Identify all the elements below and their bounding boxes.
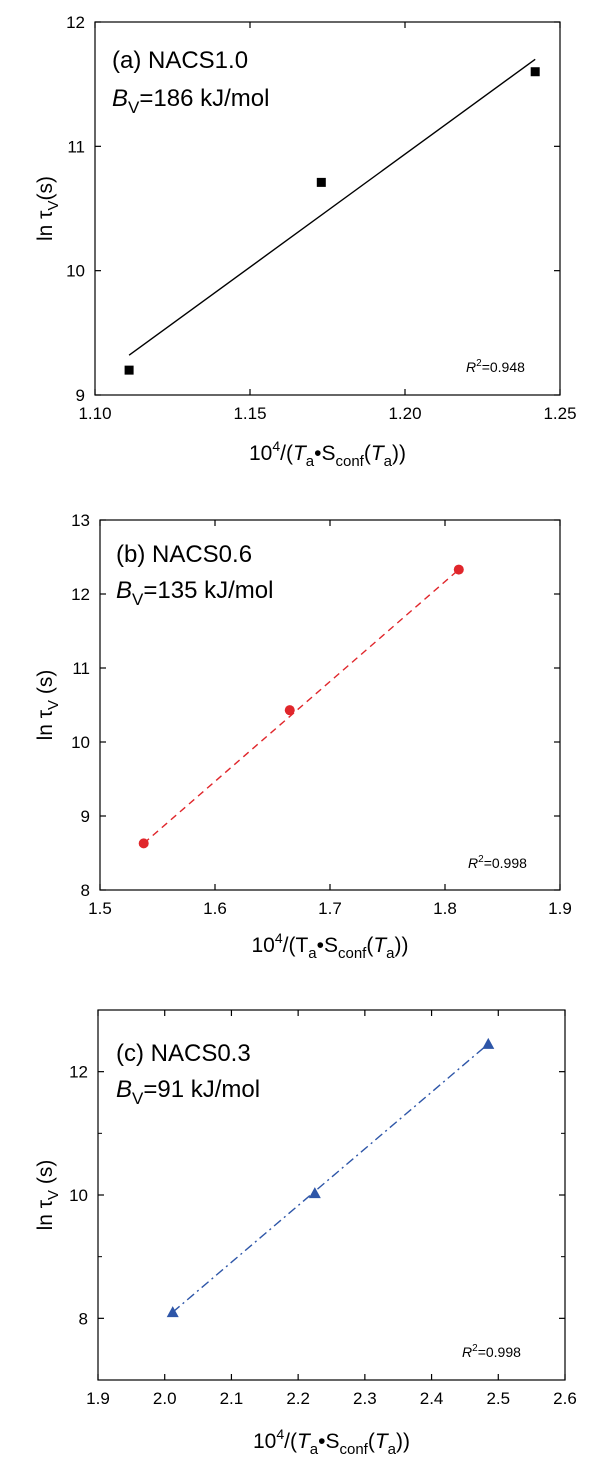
data-point [316, 177, 326, 187]
activation-energy-label: BV=186 kJ/mol [112, 85, 269, 117]
data-point [482, 1037, 495, 1049]
y-tick-label: 11 [67, 137, 85, 156]
y-tick-label: 10 [71, 733, 90, 752]
data-point [308, 1187, 321, 1199]
x-tick-label: 1.6 [203, 899, 227, 918]
y-tick-label: 9 [81, 807, 90, 826]
chart-panel-1: 1.5 1.6 1.7 1.8 1.9 8 9 10 11 12 13 (b) NACS0.6 BV=1… [34, 511, 572, 962]
data-point [453, 564, 464, 575]
r-squared-label: R2=0.998 [468, 854, 527, 871]
x-tick-label: 2.6 [553, 1389, 577, 1408]
x-tick-label: 2.0 [153, 1389, 177, 1408]
x-tick-label: 1.5 [88, 899, 112, 918]
panel-label: (a) NACS1.0 [112, 47, 248, 74]
data-point [138, 838, 149, 849]
plot-frame [94, 21, 561, 396]
x-tick-label: 1.9 [548, 899, 572, 918]
y-tick-label: 10 [69, 1186, 88, 1205]
r-squared-label: R2=0.998 [462, 1343, 521, 1360]
y-axis-label: ln τV (s) [34, 670, 62, 741]
x-tick-label: 1.15 [233, 404, 266, 423]
x-tick-label: 2.1 [220, 1389, 244, 1408]
y-tick-label: 9 [76, 386, 85, 405]
plot-frame [99, 519, 561, 891]
x-tick-label: 2.2 [286, 1389, 310, 1408]
y-tick-label: 8 [81, 881, 90, 900]
chart-panel-2: 1.9 2.0 2.1 2.2 2.3 2.4 2.5 2.6 8 10 12 (c) NACS0.3… [34, 1009, 577, 1458]
x-tick-label: 2.4 [420, 1389, 444, 1408]
y-tick-label: 11 [72, 659, 90, 678]
x-tick-label: 2.3 [353, 1389, 377, 1408]
fit-line [143, 569, 460, 844]
x-axis-label: 104/(Ta•Sconf(Ta)) [249, 438, 406, 470]
x-axis-label: 104/(Ta•Sconf(Ta)) [253, 1426, 410, 1458]
x-tick-label: 2.5 [486, 1389, 510, 1408]
r-squared-label: R2=0.948 [466, 358, 525, 375]
x-tick-label: 1.7 [318, 899, 342, 918]
x-tick-label: 1.9 [86, 1389, 110, 1408]
data-point [124, 365, 134, 375]
y-tick-label: 12 [71, 585, 90, 604]
y-axis-label: ln τV (s) [34, 1160, 62, 1231]
y-tick-label: 12 [69, 1063, 88, 1082]
y-tick-label: 12 [66, 13, 85, 32]
data-point [166, 1306, 179, 1318]
chart-panel-0: 1.10 1.15 1.20 1.25 9 10 11 12 (a) NACS1.0 BV=186… [34, 13, 577, 470]
y-axis-label: ln τV(s) [34, 176, 62, 241]
y-tick-label: 8 [79, 1309, 88, 1328]
data-point [530, 67, 540, 77]
x-tick-label: 1.20 [388, 404, 421, 423]
x-axis-label: 104/(Ta•Sconf(Ta)) [251, 930, 408, 962]
fit-line [128, 58, 536, 356]
data-point [284, 705, 295, 716]
panel-label: (c) NACS0.3 [116, 1040, 251, 1067]
activation-energy-label: BV=135 kJ/mol [116, 577, 273, 609]
x-tick-label: 1.10 [78, 404, 111, 423]
activation-energy-label: BV=91 kJ/mol [116, 1076, 260, 1108]
y-tick-label: 13 [71, 511, 90, 530]
panel-label: (b) NACS0.6 [116, 541, 252, 568]
y-tick-label: 10 [66, 262, 85, 281]
x-tick-label: 1.8 [433, 899, 457, 918]
x-tick-label: 1.25 [543, 404, 576, 423]
fit-line [172, 1043, 489, 1313]
